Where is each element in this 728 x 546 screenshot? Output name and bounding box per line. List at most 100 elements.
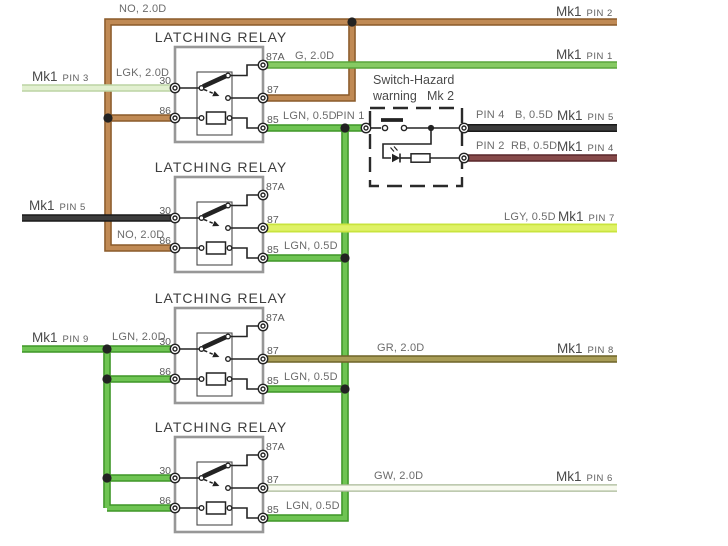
relay-1-terminal-30-label: 30 xyxy=(159,75,171,87)
wire-label-no-top: NO, 2.0D xyxy=(119,3,167,15)
device-name: Mk1 xyxy=(556,47,582,62)
relay-3-terminal-87a-label: 87A xyxy=(266,312,285,324)
wires xyxy=(22,18,617,522)
pin-number: PIN 8 xyxy=(587,345,614,356)
junction-dot xyxy=(103,113,113,123)
wire-label-lgn-r3: LGN, 0.5D xyxy=(284,371,338,383)
junction-dot xyxy=(102,473,112,483)
lamp-branch xyxy=(382,128,432,159)
wire-label-pin4: PIN 4 xyxy=(476,109,505,121)
relay-4-title: LATCHING RELAY xyxy=(155,419,288,435)
junction-dot xyxy=(340,123,350,133)
relay-3-terminal-30-label: 30 xyxy=(159,336,171,348)
switch-contact-right xyxy=(400,124,408,132)
wire-label-pin2: PIN 2 xyxy=(476,140,505,152)
wire-label-gw: GW, 2.0D xyxy=(374,470,424,482)
wire-lgn xyxy=(22,125,362,521)
device-name: Mk1 xyxy=(556,4,582,19)
connector-label-mk1-pin4: Mk1 PIN 4 xyxy=(557,140,614,154)
switch-contact-left xyxy=(381,124,389,132)
pin-number: PIN 2 xyxy=(586,8,613,19)
junction-dot xyxy=(340,384,350,394)
wire-label-no-r2: NO, 2.0D xyxy=(117,229,165,241)
relay-3 xyxy=(170,308,267,403)
hazard-pin4-terminal-inner xyxy=(461,125,467,131)
wire-label-rb: RB, 0.5D xyxy=(511,140,558,152)
wire-label-lgn-r2: LGN, 0.5D xyxy=(284,240,338,252)
junction-dot xyxy=(340,253,350,263)
junction-dot xyxy=(347,17,357,27)
hazard-switch-box xyxy=(360,106,470,188)
hazard-switch-model: Mk 2 xyxy=(427,89,455,103)
hazard-box-outline xyxy=(368,106,464,188)
wire-no xyxy=(105,19,617,251)
pin-number: PIN 5 xyxy=(59,202,86,213)
pin-number: PIN 7 xyxy=(588,213,615,224)
connector-label-mk1-pin2: Mk1 PIN 2 xyxy=(556,5,613,19)
relay-2-terminal-87a-label: 87A xyxy=(266,181,285,193)
relay-4 xyxy=(170,437,267,532)
hazard-pin1-terminal-inner xyxy=(363,125,369,131)
relay-1-terminal-87a-label: 87A xyxy=(266,51,285,63)
junction-dot xyxy=(102,374,112,384)
relay-1-terminal-86-label: 86 xyxy=(159,105,171,117)
led-symbol xyxy=(392,153,400,163)
device-name: Mk1 xyxy=(32,69,58,84)
relay-2-terminal-86-label: 86 xyxy=(159,235,171,247)
junction-dots xyxy=(102,17,357,483)
relay-2-title: LATCHING RELAY xyxy=(155,159,288,175)
connector-label-mk1-pin5-right: Mk1 PIN 5 xyxy=(557,109,614,123)
junction-dot xyxy=(102,344,112,354)
relay-4-terminal-30-label: 30 xyxy=(159,465,171,477)
connector-label-mk1-pin3: Mk1 PIN 3 xyxy=(32,70,89,84)
pin-number: PIN 9 xyxy=(62,334,89,345)
relay-2 xyxy=(170,177,267,272)
hazard-pin2-terminal-inner xyxy=(461,155,467,161)
relay-1-terminal-85-label: 85 xyxy=(267,114,279,126)
relay-1 xyxy=(170,47,267,142)
relay-3-terminal-85-label: 85 xyxy=(267,375,279,387)
relay-4-terminal-86-label: 86 xyxy=(159,495,171,507)
device-name: Mk1 xyxy=(557,341,583,356)
relay-2-terminal-30-label: 30 xyxy=(159,205,171,217)
relay-4-terminal-87a-label: 87A xyxy=(266,441,285,453)
hazard-switch-name-line1: Switch-Hazard xyxy=(373,73,455,87)
connector-label-mk1-pin7: Mk1 PIN 7 xyxy=(558,210,615,224)
device-name: Mk1 xyxy=(32,330,58,345)
wire-label-lgy: LGY, 0.5D xyxy=(504,211,556,223)
resistor xyxy=(410,153,431,163)
pin-number: PIN 6 xyxy=(586,473,613,484)
pin-number: PIN 1 xyxy=(586,51,613,62)
relay-1-title: LATCHING RELAY xyxy=(155,29,288,45)
relay-1-terminal-87-label: 87 xyxy=(267,84,279,96)
device-name: Mk1 xyxy=(558,209,584,224)
device-name: Mk1 xyxy=(557,108,583,123)
relay-3-title: LATCHING RELAY xyxy=(155,290,288,306)
device-name: Mk1 xyxy=(556,469,582,484)
device-name: Mk1 xyxy=(29,198,55,213)
pin-number: PIN 3 xyxy=(62,73,89,84)
relay-4-terminal-85-label: 85 xyxy=(267,504,279,516)
wire-label-lgn-r4: LGN, 0.5D xyxy=(286,500,340,512)
connector-label-mk1-pin6: Mk1 PIN 6 xyxy=(556,470,613,484)
wire-label-lgn-r1: LGN, 0.5D xyxy=(283,110,337,122)
wire-label-pin1: PIN 1 xyxy=(336,110,365,122)
pin-number: PIN 4 xyxy=(587,143,614,154)
hazard-switch-name-line2: warning xyxy=(373,89,417,103)
wire-label-g: G, 2.0D xyxy=(295,50,335,62)
relay-2-terminal-85-label: 85 xyxy=(267,244,279,256)
device-name: Mk1 xyxy=(557,139,583,154)
wire-label-lgk: LGK, 2.0D xyxy=(116,67,170,79)
wire-label-gr: GR, 2.0D xyxy=(377,342,425,354)
wire-label-lgn-20: LGN, 2.0D xyxy=(112,331,166,343)
pin-number: PIN 5 xyxy=(587,112,614,123)
led-rays xyxy=(390,146,398,152)
connector-label-mk1-pin5-left: Mk1 PIN 5 xyxy=(29,199,86,213)
connector-label-mk1-pin1: Mk1 PIN 1 xyxy=(556,48,613,62)
wire-label-b: B, 0.5D xyxy=(515,109,554,121)
connector-label-mk1-pin9: Mk1 PIN 9 xyxy=(32,331,89,345)
relay-2-terminal-87-label: 87 xyxy=(267,214,279,226)
relay-4-terminal-87-label: 87 xyxy=(267,474,279,486)
